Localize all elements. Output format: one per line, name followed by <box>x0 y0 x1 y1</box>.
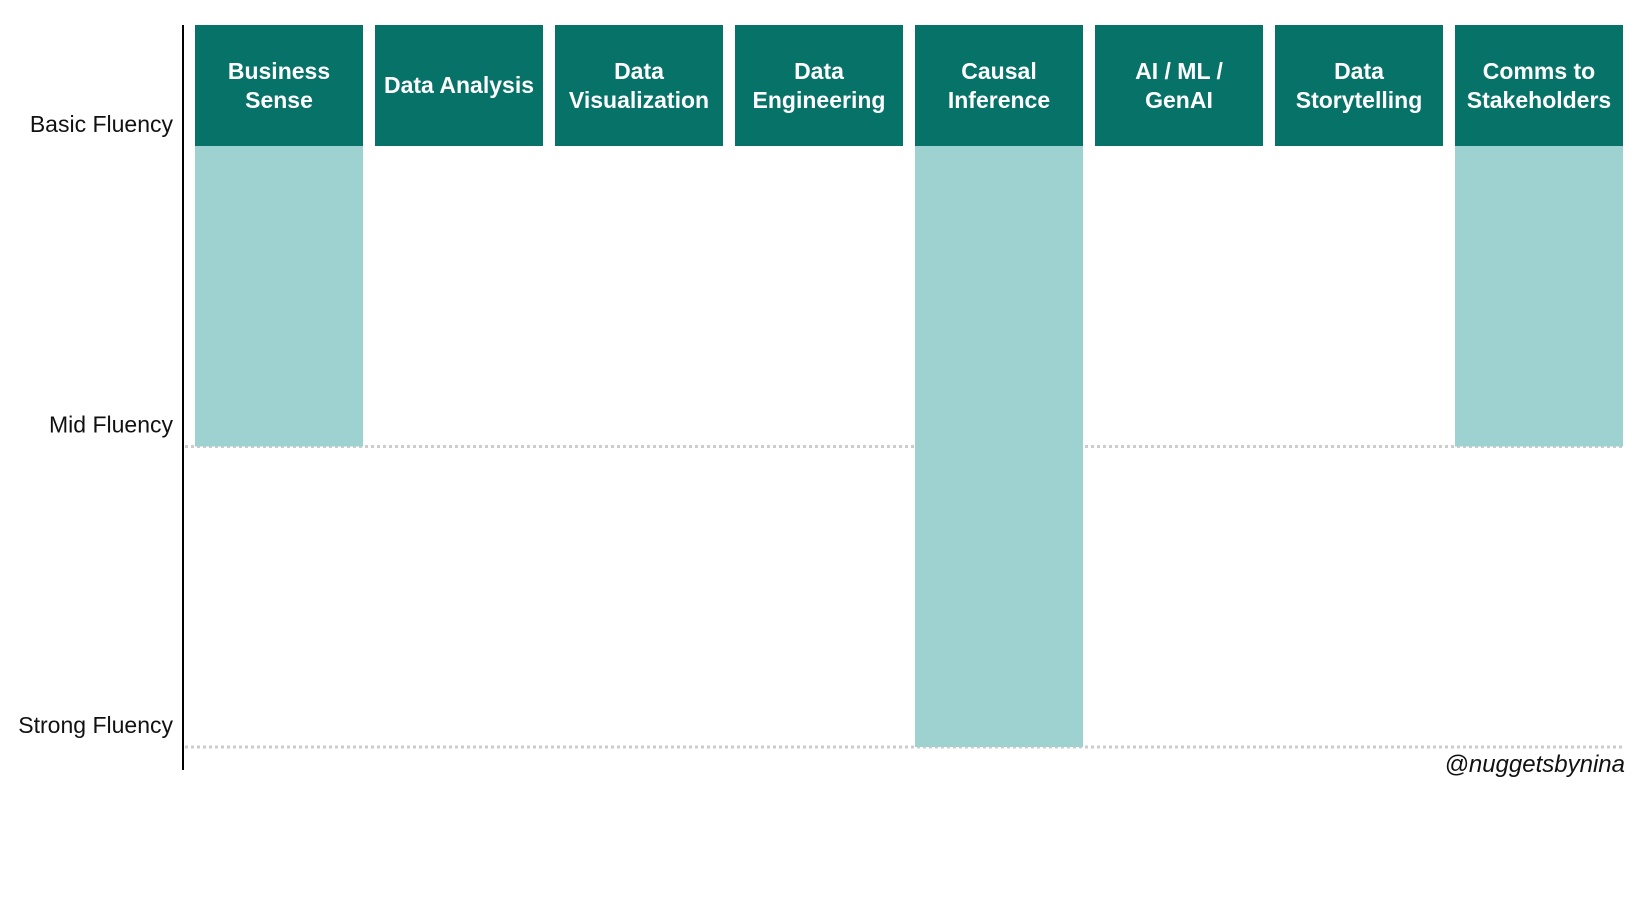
credit: @nuggetsbynina <box>1445 751 1626 778</box>
category-header: Causal Inference <box>915 25 1083 146</box>
y-tick-label: Strong Fluency <box>18 712 173 738</box>
category-header: Data Storytelling <box>1275 25 1443 146</box>
y-tick-label: Basic Fluency <box>30 111 174 137</box>
category-header: Data Engineering <box>735 25 903 146</box>
category-header: Data Visualization <box>555 25 723 146</box>
bar <box>195 146 363 447</box>
bar <box>1455 146 1623 447</box>
y-tick-label: Mid Fluency <box>49 412 173 438</box>
category-header: Business Sense <box>195 25 363 146</box>
category-header: Comms to Stakeholders <box>1455 25 1623 146</box>
category-header: AI / ML / GenAI <box>1095 25 1263 146</box>
bar <box>915 146 1083 747</box>
category-header: Data Analysis <box>375 25 543 146</box>
